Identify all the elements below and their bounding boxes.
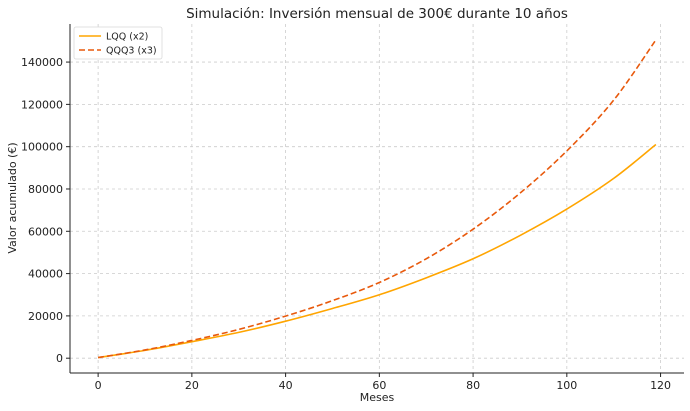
y-tick-label: 100000: [21, 141, 63, 154]
y-tick-label: 20000: [28, 310, 63, 323]
grid-layer: [70, 24, 684, 373]
x-tick-label: 80: [466, 379, 480, 392]
y-tick-label: 140000: [21, 56, 63, 69]
x-tick-label: 20: [185, 379, 199, 392]
series-line-2: [97, 39, 657, 359]
x-tick-label: 100: [556, 379, 577, 392]
y-tick-label: 80000: [28, 183, 63, 196]
series-layer: [97, 39, 657, 359]
x-tick-label: 120: [650, 379, 671, 392]
y-tick-label: 120000: [21, 98, 63, 111]
series-line-1: [97, 143, 657, 359]
x-tick-label: 0: [95, 379, 102, 392]
y-tick-label: 60000: [28, 225, 63, 238]
chart-title: Simulación: Inversión mensual de 300€ du…: [186, 6, 568, 22]
legend-label: QQQ3 (x3): [106, 46, 157, 57]
x-tick-label: 60: [372, 379, 386, 392]
y-tick-label: 0: [56, 352, 63, 365]
x-axis-label: Meses: [360, 391, 395, 404]
x-ticks: 0 20 40 60 80 100 120: [95, 373, 671, 392]
legend-label: LQQ (x2): [106, 32, 148, 43]
y-ticks: 0 20000 40000 60000 80000 100000 120000 140000: [21, 56, 70, 365]
y-tick-label: 40000: [28, 268, 63, 281]
legend-box: [73, 26, 163, 60]
y-axis-label: Valor acumulado (€): [6, 142, 19, 253]
x-tick-label: 40: [279, 379, 293, 392]
legend: LQQ (x2) QQQ3 (x3): [73, 26, 163, 60]
